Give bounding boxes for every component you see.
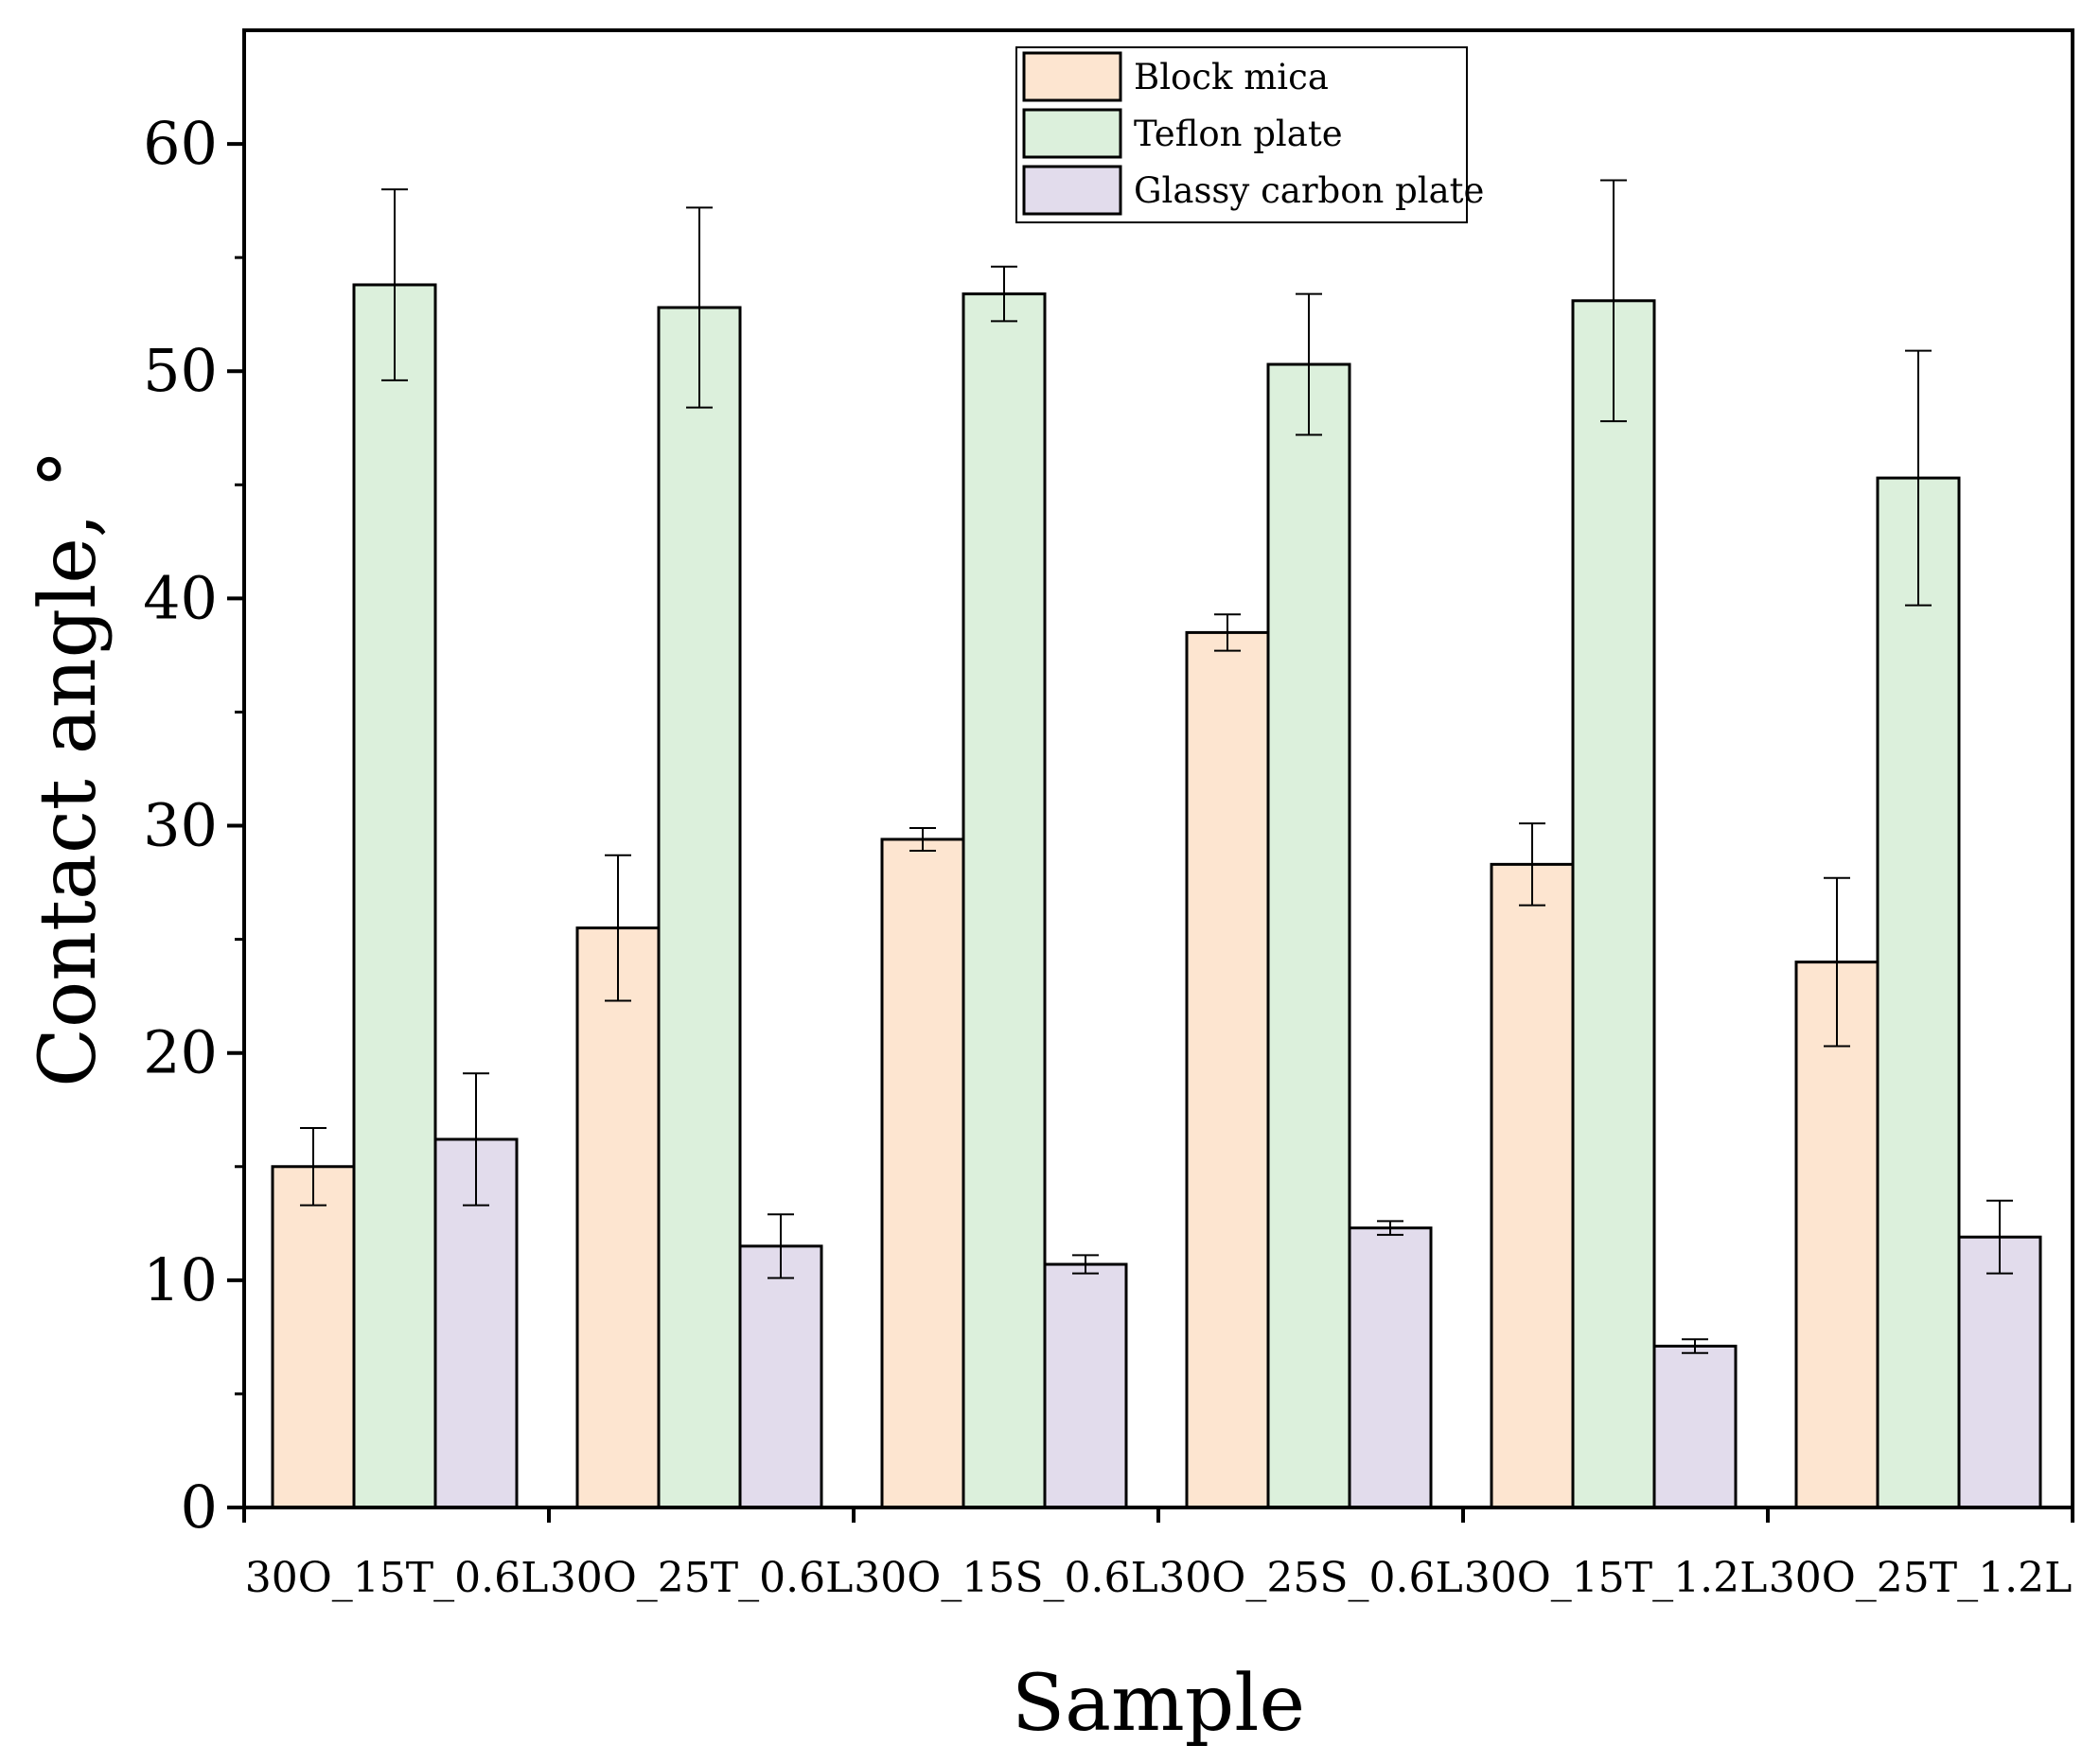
error-bars-layer xyxy=(300,179,2013,1354)
x-axis-title: Sample xyxy=(1012,1659,1305,1749)
x-category-labels: 30O_15T_0.6L 30O_25T_0.6L 30O_15S_0.6L 30O_… xyxy=(245,1554,2073,1602)
x-category-label: 30O_25S_0.6L xyxy=(1158,1554,1462,1602)
bar-block-mica-5 xyxy=(1490,862,1575,1509)
bar-glassy-carbon-plate-2 xyxy=(738,1244,823,1509)
bar-teflon-plate-4 xyxy=(1266,362,1351,1509)
legend: Block mica Teflon plate Glassy carbon plat… xyxy=(1015,46,1484,223)
legend-label: Block mica xyxy=(1134,57,1329,97)
legend-swatch xyxy=(1022,108,1122,159)
bar-teflon-plate-6 xyxy=(1876,476,1961,1509)
x-category-label: 30O_25T_0.6L xyxy=(550,1554,854,1602)
bar-glassy-carbon-plate-4 xyxy=(1348,1226,1433,1509)
x-category-label: 30O_15T_1.2L xyxy=(1464,1554,1768,1602)
y-tick-label: 20 xyxy=(143,1018,218,1087)
y-tick-label: 30 xyxy=(143,791,218,860)
bar-glassy-carbon-plate-3 xyxy=(1043,1262,1128,1509)
bar-glassy-carbon-plate-5 xyxy=(1652,1344,1738,1509)
x-category-label: 30O_15T_0.6L xyxy=(245,1554,549,1602)
legend-items: Block mica Teflon plate Glassy carbon plat… xyxy=(1022,51,1484,216)
bar-block-mica-3 xyxy=(880,837,965,1509)
x-category-label: 30O_15S_0.6L xyxy=(854,1554,1157,1602)
y-tick-label: 0 xyxy=(181,1472,218,1542)
bar-teflon-plate-1 xyxy=(352,283,437,1509)
bars-layer xyxy=(271,283,2042,1509)
legend-label: Glassy carbon plate xyxy=(1134,170,1484,211)
y-tick-label: 60 xyxy=(143,109,218,178)
bar-teflon-plate-3 xyxy=(962,292,1047,1509)
legend-swatch xyxy=(1022,165,1122,216)
y-axis-title: Contact angle, ° xyxy=(24,450,114,1087)
bar-teflon-plate-5 xyxy=(1571,299,1656,1509)
y-tick-labels: 0 10 20 30 40 50 60 xyxy=(143,109,218,1542)
bar-teflon-plate-2 xyxy=(657,306,742,1509)
bar-block-mica-1 xyxy=(271,1165,356,1509)
bar-glassy-carbon-plate-6 xyxy=(1957,1235,2042,1509)
y-tick-label: 40 xyxy=(143,563,218,632)
bar-block-mica-2 xyxy=(575,926,661,1509)
x-category-label: 30O_25T_1.2L xyxy=(1769,1554,2073,1602)
ticks-layer xyxy=(227,142,2074,1523)
bar-block-mica-6 xyxy=(1794,961,1879,1509)
y-tick-label: 10 xyxy=(143,1245,218,1314)
bar-block-mica-4 xyxy=(1185,630,1270,1509)
legend-label: Teflon plate xyxy=(1134,114,1343,154)
legend-swatch xyxy=(1022,51,1122,102)
y-tick-label: 50 xyxy=(143,336,218,405)
